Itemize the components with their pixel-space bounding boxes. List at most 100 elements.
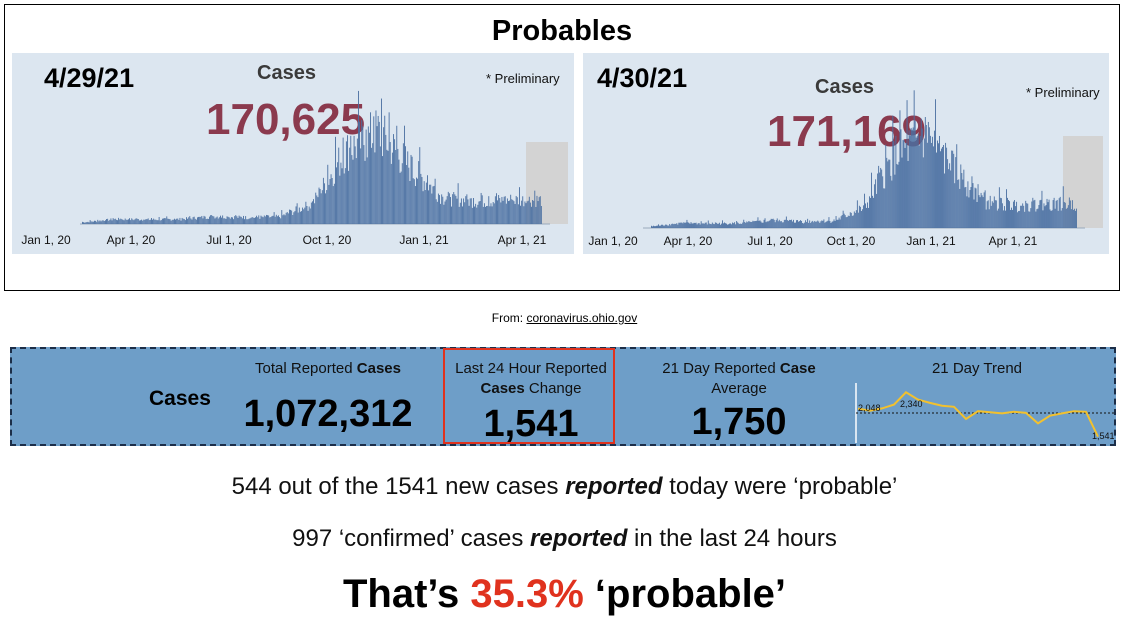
panel-date: 4/30/21: [597, 63, 688, 93]
daily-case-bar: [1038, 205, 1040, 228]
daily-case-bar: [183, 219, 185, 224]
daily-case-bar: [799, 221, 800, 228]
daily-case-bar: [660, 225, 662, 228]
daily-case-bar: [1031, 201, 1033, 228]
daily-case-bar: [388, 112, 390, 224]
daily-case-bar: [795, 222, 796, 228]
daily-case-bar: [830, 223, 832, 228]
daily-case-bar: [937, 140, 938, 228]
daily-case-bar: [352, 159, 354, 224]
daily-case-bar: [807, 218, 809, 228]
daily-case-bar: [707, 220, 709, 228]
daily-case-bar: [458, 206, 460, 224]
daily-case-bar: [279, 217, 281, 224]
probables-frame: Probables: [4, 4, 1120, 291]
daily-case-bar: [906, 100, 908, 228]
daily-case-bar: [361, 120, 363, 224]
daily-case-bar: [218, 217, 220, 224]
source-link[interactable]: coronavirus.ohio.gov: [526, 311, 638, 325]
daily-case-bar: [290, 209, 291, 224]
daily-case-bar: [837, 219, 839, 228]
daily-case-bar: [132, 219, 134, 224]
daily-case-bar: [938, 143, 939, 228]
daily-case-bar: [770, 218, 772, 228]
daily-case-bar: [936, 152, 937, 228]
avg-value: 1,750: [691, 401, 787, 443]
daily-case-bar: [663, 225, 665, 228]
daily-case-bar: [888, 159, 890, 228]
daily-case-bar: [514, 203, 516, 224]
daily-case-bar: [278, 215, 279, 224]
daily-case-bar: [817, 220, 819, 228]
daily-case-bar: [354, 146, 356, 224]
source-prefix: From:: [491, 311, 524, 325]
daily-case-bar: [247, 219, 249, 224]
daily-case-bar: [797, 220, 798, 228]
daily-case-bar: [351, 155, 353, 224]
daily-case-bar: [174, 218, 175, 224]
daily-case-bar: [274, 216, 276, 224]
daily-case-bar: [882, 176, 884, 228]
daily-case-bar: [674, 223, 676, 228]
daily-case-bar: [412, 178, 414, 224]
daily-case-bar: [1071, 200, 1073, 228]
daily-case-bar: [891, 180, 893, 228]
daily-case-bar: [336, 167, 337, 224]
daily-case-bar: [348, 170, 350, 224]
daily-case-bar: [164, 218, 166, 224]
daily-case-bar: [790, 219, 792, 228]
daily-case-bar: [355, 158, 357, 224]
daily-case-bar: [685, 222, 687, 228]
daily-case-bar: [1061, 208, 1063, 228]
daily-case-bar: [682, 223, 684, 228]
daily-case-bar: [370, 112, 371, 224]
daily-case-bar: [814, 220, 816, 228]
daily-case-bar: [1056, 199, 1058, 228]
daily-case-bar: [857, 212, 859, 228]
daily-case-bar: [406, 165, 408, 224]
daily-case-bar: [819, 222, 821, 228]
daily-case-bar: [399, 172, 401, 224]
daily-case-bar: [901, 157, 903, 228]
daily-case-bar: [896, 163, 898, 228]
dashboard-section-label: Cases: [149, 387, 211, 410]
daily-case-bar: [1008, 199, 1009, 228]
daily-case-bar: [109, 219, 111, 224]
daily-case-bar: [480, 192, 482, 224]
daily-case-bar: [767, 221, 769, 228]
daily-case-bar: [686, 219, 688, 228]
daily-case-bar: [878, 165, 880, 228]
daily-case-bar: [670, 225, 672, 228]
daily-case-bar: [1023, 205, 1025, 228]
daily-case-bar: [400, 171, 402, 224]
daily-case-bar: [689, 223, 691, 228]
daily-case-bar: [82, 221, 83, 224]
daily-case-bar: [977, 184, 979, 228]
daily-case-bar: [251, 217, 253, 224]
daily-case-bar: [856, 200, 858, 228]
daily-case-bar: [189, 216, 191, 224]
daily-case-bar: [928, 127, 930, 228]
daily-case-bar: [142, 220, 144, 224]
daily-case-bar: [976, 202, 978, 228]
daily-case-bar: [258, 215, 260, 224]
daily-case-bar: [962, 179, 964, 228]
daily-case-bar: [1024, 211, 1026, 228]
daily-case-bar: [966, 196, 968, 228]
daily-case-bar: [394, 139, 396, 224]
daily-case-bar: [722, 220, 723, 228]
daily-case-bar: [330, 174, 332, 224]
daily-case-bar: [498, 195, 500, 224]
daily-case-bar: [1073, 208, 1075, 228]
daily-case-bar: [681, 222, 683, 228]
daily-case-bar: [141, 219, 143, 224]
daily-case-bar: [986, 201, 988, 228]
daily-case-bar: [143, 219, 145, 224]
daily-case-bar: [769, 220, 771, 228]
daily-case-bar: [751, 221, 753, 228]
daily-case-bar: [188, 217, 190, 224]
daily-case-bar: [411, 156, 413, 224]
daily-case-bar: [489, 206, 491, 224]
daily-case-bar: [914, 120, 916, 228]
daily-case-bar: [744, 222, 746, 228]
